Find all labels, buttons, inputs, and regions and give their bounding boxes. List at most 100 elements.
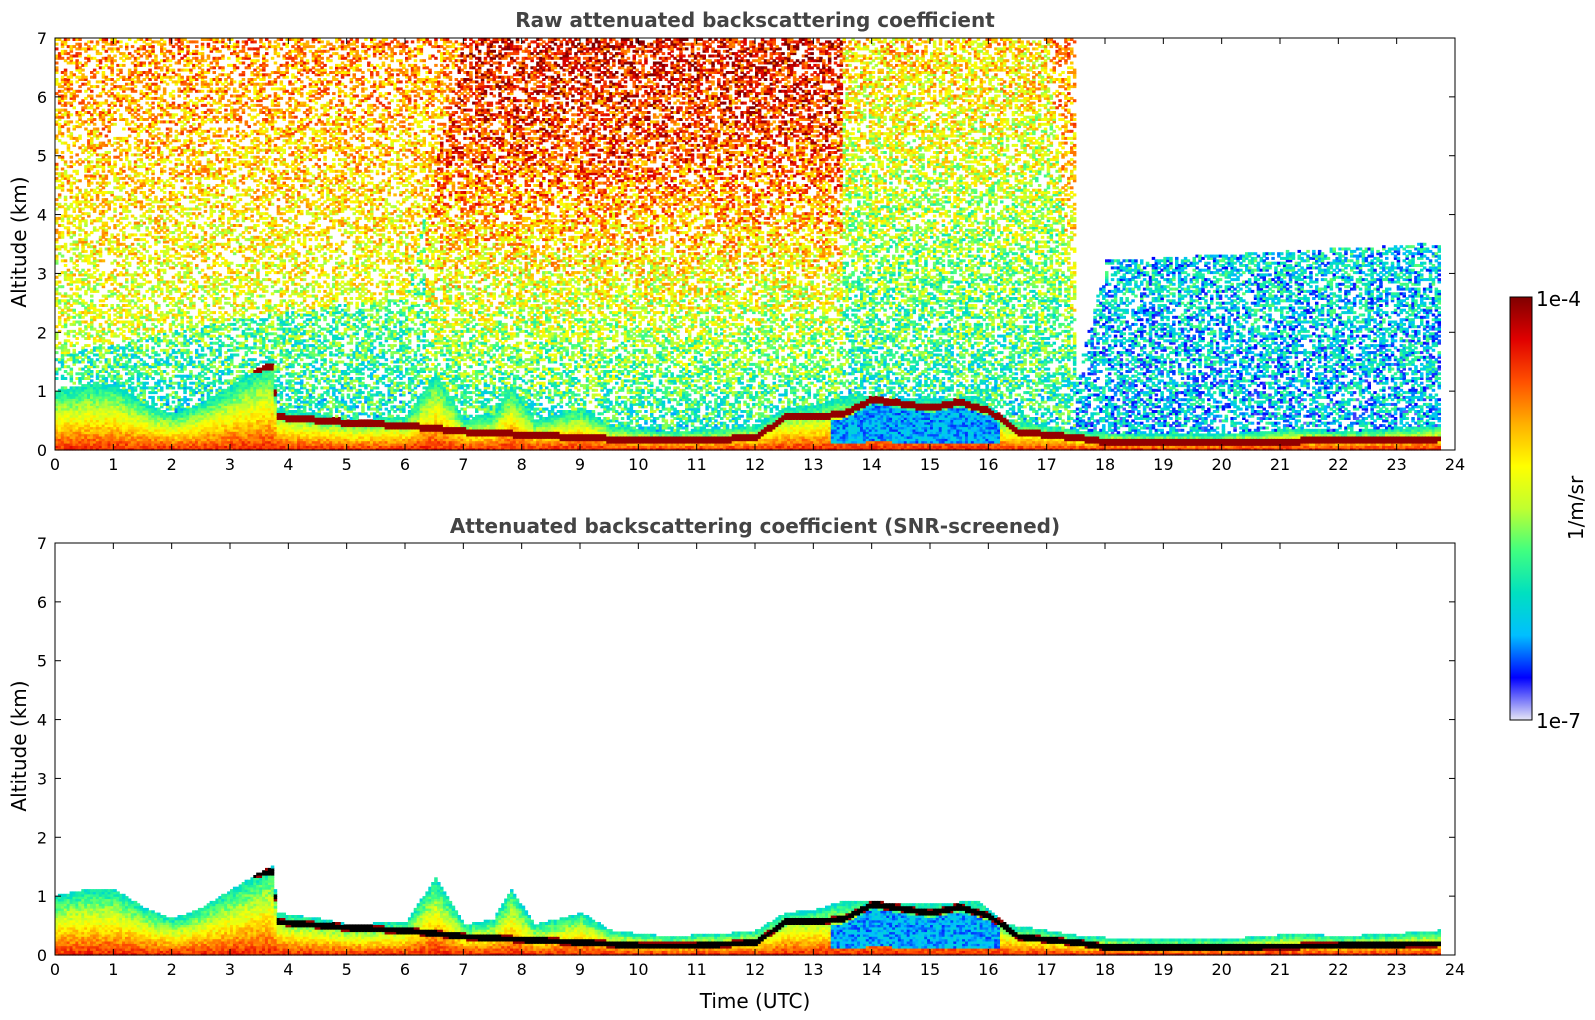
heatmap-cell [78,158,82,161]
heatmap-cell [61,386,65,389]
heatmap-cell [61,90,65,93]
heatmap-cell [55,62,59,65]
heatmap-cell [64,69,68,72]
heatmap-cell [61,151,65,154]
heatmap-cell [70,80,74,83]
heatmap-cell [61,215,65,218]
heatmap-cell [64,170,68,173]
heatmap-cell [67,226,71,229]
heatmap-cell [55,351,59,354]
heatmap-cell [61,224,65,227]
heatmap-cell [78,102,82,105]
heatmap-cell [78,252,82,255]
heatmap-cell [61,168,65,171]
heatmap-cell [61,113,65,116]
heatmap-cell [78,200,82,203]
heatmap-cell [78,76,82,79]
heatmap-cell [67,128,71,131]
heatmap-cell [64,160,68,163]
heatmap-cell [75,153,79,156]
heatmap-cell [78,52,82,55]
panel-raw-title: Raw attenuated backscattering coefficien… [515,8,995,32]
heatmap-cell [61,325,65,328]
heatmap-cell [61,125,65,128]
heatmap-cell [55,78,59,81]
heatmap-cell [58,281,62,284]
heatmap-cell [75,95,79,98]
heatmap-cell [58,193,62,196]
heatmap-cell [78,135,82,138]
heatmap-cell [61,271,65,274]
heatmap-cell [61,172,65,175]
heatmap-cell [64,196,68,199]
heatmap-cell [70,132,74,135]
heatmap-cell [67,349,71,352]
heatmap-cell [64,377,68,380]
heatmap-cell [78,372,82,375]
heatmap-cell [70,368,74,371]
heatmap-cell [78,62,82,65]
heatmap-cell [78,208,82,211]
panel-raw: Raw attenuated backscattering coefficien… [7,8,1465,474]
heatmap-cell [78,302,82,305]
heatmap-cell [78,377,82,380]
heatmap-cell [61,344,65,347]
heatmap-cell [78,111,82,114]
heatmap-cell [61,40,65,43]
heatmap-cell [73,231,77,234]
heatmap-cell [78,219,82,222]
heatmap-cell [70,257,74,260]
heatmap-cell [61,57,65,60]
heatmap-cell [78,163,82,166]
heatmap-cell [78,179,82,182]
heatmap-cell [61,104,65,107]
heatmap-cell [78,85,82,88]
heatmap-cell [78,321,82,324]
heatmap-cell [78,43,82,46]
heatmap-cell [78,146,82,149]
heatmap-cell [61,95,65,98]
heatmap-cell [78,288,82,291]
heatmap-cell [78,215,82,218]
heatmap-cell [78,278,82,281]
heatmap-cell [73,349,77,352]
heatmap-cell [61,299,65,302]
heatmap-cell [61,205,65,208]
heatmap-cell [61,132,65,135]
heatmap-cell [78,311,82,314]
heatmap-cell [70,288,74,291]
heatmap-cell [55,43,59,46]
heatmap-cell [61,231,65,234]
heatmap-cell [75,337,79,340]
heatmap-cell [55,149,59,152]
heatmap-cell [78,90,82,93]
heatmap-cell [75,342,79,345]
heatmap-cell [70,151,74,154]
heatmap-cell [55,163,59,166]
heatmap-cell [78,271,82,274]
heatmap-cell [78,361,82,364]
heatmap-cell [81,69,85,72]
heatmap-cell [61,255,65,258]
heatmap-cell [75,264,79,267]
heatmap-cell [64,259,68,262]
heatmap-cell [61,259,65,262]
heatmap-cell [61,85,65,88]
heatmap-cell [61,182,65,185]
heatmap-cell [61,109,65,112]
heatmap-cell [64,243,68,246]
heatmap-cell [61,295,65,298]
heatmap-cell [73,106,77,109]
heatmap-cell [78,356,82,359]
heatmap-cell [61,76,65,79]
heatmap-cell [78,386,82,389]
figure: Raw attenuated backscattering coefficien… [0,0,1595,1020]
heatmap-cell [78,295,82,298]
heatmap-cell [67,144,71,147]
heatmap-cell [78,368,82,371]
heatmap-cell [55,377,59,380]
heatmap-cell [78,238,82,241]
heatmap-cell [78,351,82,354]
heatmap-cell [73,309,77,312]
heatmap-cell [55,66,59,69]
